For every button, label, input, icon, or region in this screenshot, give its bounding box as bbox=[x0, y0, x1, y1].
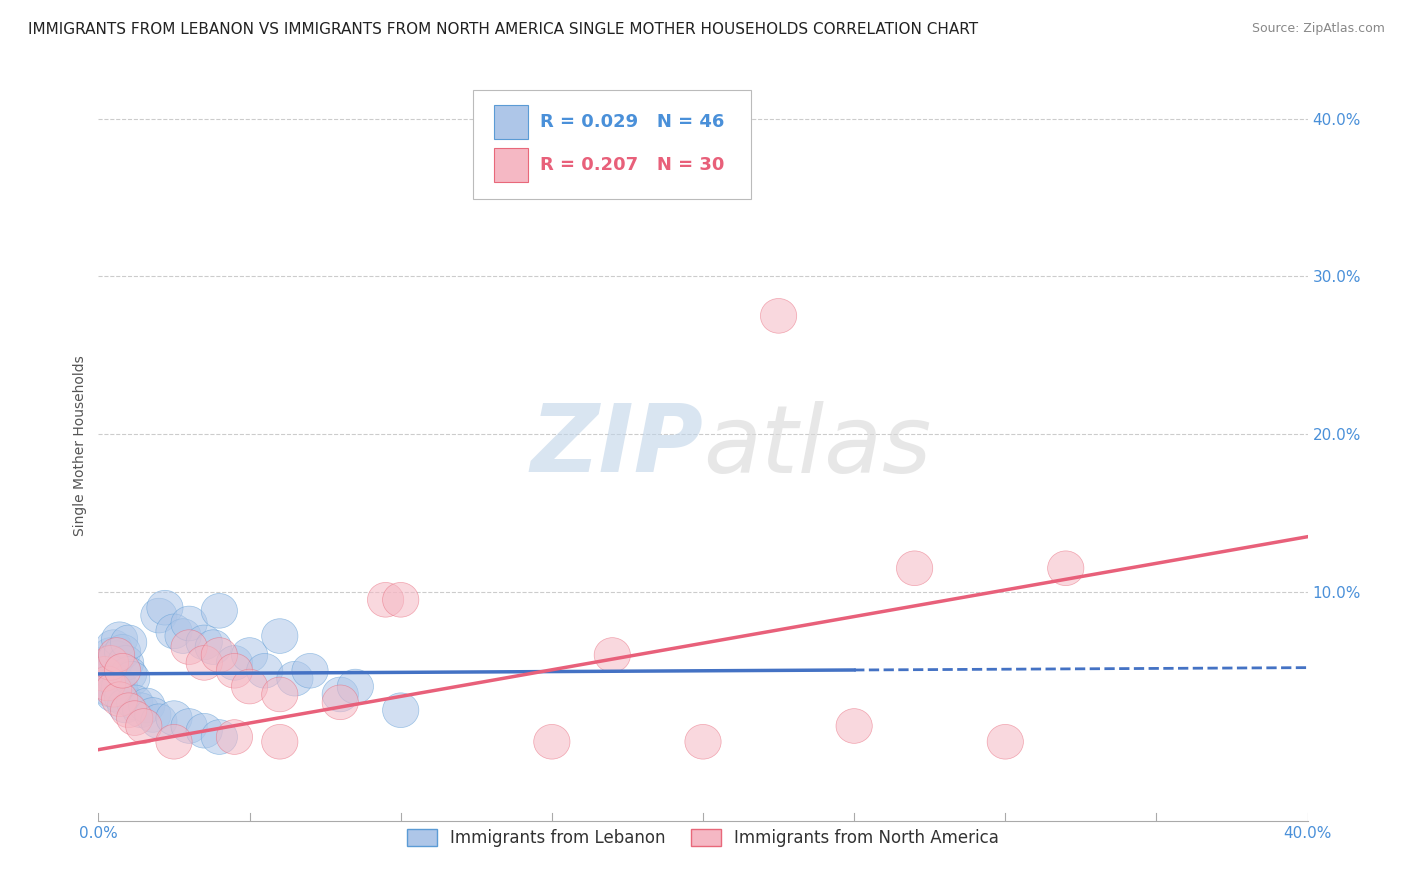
Ellipse shape bbox=[101, 622, 138, 657]
Ellipse shape bbox=[322, 685, 359, 720]
Ellipse shape bbox=[262, 677, 298, 712]
FancyBboxPatch shape bbox=[474, 90, 751, 199]
Ellipse shape bbox=[201, 593, 238, 628]
Text: IMMIGRANTS FROM LEBANON VS IMMIGRANTS FROM NORTH AMERICA SINGLE MOTHER HOUSEHOLD: IMMIGRANTS FROM LEBANON VS IMMIGRANTS FR… bbox=[28, 22, 979, 37]
Ellipse shape bbox=[93, 673, 129, 707]
Ellipse shape bbox=[201, 720, 238, 755]
Ellipse shape bbox=[382, 582, 419, 617]
Ellipse shape bbox=[217, 720, 253, 755]
Ellipse shape bbox=[534, 724, 569, 759]
Ellipse shape bbox=[101, 669, 138, 704]
Ellipse shape bbox=[90, 666, 125, 701]
Legend: Immigrants from Lebanon, Immigrants from North America: Immigrants from Lebanon, Immigrants from… bbox=[401, 822, 1005, 854]
Ellipse shape bbox=[146, 591, 183, 625]
Ellipse shape bbox=[897, 551, 932, 586]
Ellipse shape bbox=[129, 688, 165, 723]
Ellipse shape bbox=[98, 638, 135, 673]
Ellipse shape bbox=[96, 677, 132, 712]
Ellipse shape bbox=[114, 661, 150, 696]
Ellipse shape bbox=[111, 693, 146, 728]
Ellipse shape bbox=[135, 698, 172, 732]
Ellipse shape bbox=[93, 638, 129, 673]
Ellipse shape bbox=[217, 654, 253, 688]
Ellipse shape bbox=[107, 688, 143, 723]
Ellipse shape bbox=[837, 708, 872, 743]
Ellipse shape bbox=[104, 654, 141, 688]
Ellipse shape bbox=[98, 640, 135, 675]
Ellipse shape bbox=[292, 654, 328, 688]
Ellipse shape bbox=[90, 646, 125, 681]
Ellipse shape bbox=[761, 299, 797, 334]
Ellipse shape bbox=[186, 625, 222, 660]
Ellipse shape bbox=[141, 704, 177, 739]
Ellipse shape bbox=[111, 625, 146, 660]
Ellipse shape bbox=[246, 654, 283, 688]
Text: atlas: atlas bbox=[703, 401, 931, 491]
Ellipse shape bbox=[156, 701, 193, 736]
Ellipse shape bbox=[122, 693, 159, 728]
Ellipse shape bbox=[172, 708, 207, 743]
Ellipse shape bbox=[104, 681, 141, 715]
Ellipse shape bbox=[217, 646, 253, 681]
Text: R = 0.207   N = 30: R = 0.207 N = 30 bbox=[540, 156, 724, 174]
Ellipse shape bbox=[83, 657, 120, 691]
Ellipse shape bbox=[101, 681, 138, 716]
Ellipse shape bbox=[125, 708, 162, 743]
Ellipse shape bbox=[262, 619, 298, 654]
Text: ZIP: ZIP bbox=[530, 400, 703, 492]
Ellipse shape bbox=[96, 673, 132, 707]
Ellipse shape bbox=[337, 669, 374, 704]
Ellipse shape bbox=[117, 685, 153, 720]
Ellipse shape bbox=[987, 724, 1024, 759]
FancyBboxPatch shape bbox=[494, 148, 527, 181]
Ellipse shape bbox=[117, 701, 153, 736]
Ellipse shape bbox=[107, 646, 143, 681]
Ellipse shape bbox=[186, 714, 222, 748]
Ellipse shape bbox=[1047, 551, 1084, 586]
Ellipse shape bbox=[232, 669, 267, 704]
Ellipse shape bbox=[232, 638, 267, 673]
Ellipse shape bbox=[86, 661, 122, 696]
Ellipse shape bbox=[104, 634, 141, 669]
Ellipse shape bbox=[195, 630, 232, 665]
Ellipse shape bbox=[96, 630, 132, 665]
Ellipse shape bbox=[156, 724, 193, 759]
Ellipse shape bbox=[186, 646, 222, 681]
Ellipse shape bbox=[382, 693, 419, 728]
Text: Source: ZipAtlas.com: Source: ZipAtlas.com bbox=[1251, 22, 1385, 36]
Ellipse shape bbox=[367, 582, 404, 617]
Text: R = 0.029   N = 46: R = 0.029 N = 46 bbox=[540, 113, 724, 131]
Ellipse shape bbox=[262, 724, 298, 759]
Ellipse shape bbox=[90, 666, 125, 701]
Ellipse shape bbox=[98, 665, 135, 699]
Ellipse shape bbox=[172, 630, 207, 665]
Ellipse shape bbox=[172, 606, 207, 640]
Ellipse shape bbox=[111, 657, 146, 691]
Ellipse shape bbox=[201, 638, 238, 673]
Ellipse shape bbox=[86, 654, 122, 688]
Ellipse shape bbox=[93, 646, 129, 681]
Ellipse shape bbox=[595, 638, 630, 673]
Ellipse shape bbox=[685, 724, 721, 759]
Ellipse shape bbox=[141, 599, 177, 633]
Ellipse shape bbox=[165, 619, 201, 654]
Ellipse shape bbox=[322, 677, 359, 712]
Ellipse shape bbox=[156, 614, 193, 648]
FancyBboxPatch shape bbox=[494, 105, 527, 139]
Y-axis label: Single Mother Households: Single Mother Households bbox=[73, 356, 87, 536]
Ellipse shape bbox=[277, 661, 314, 696]
Ellipse shape bbox=[86, 657, 122, 691]
